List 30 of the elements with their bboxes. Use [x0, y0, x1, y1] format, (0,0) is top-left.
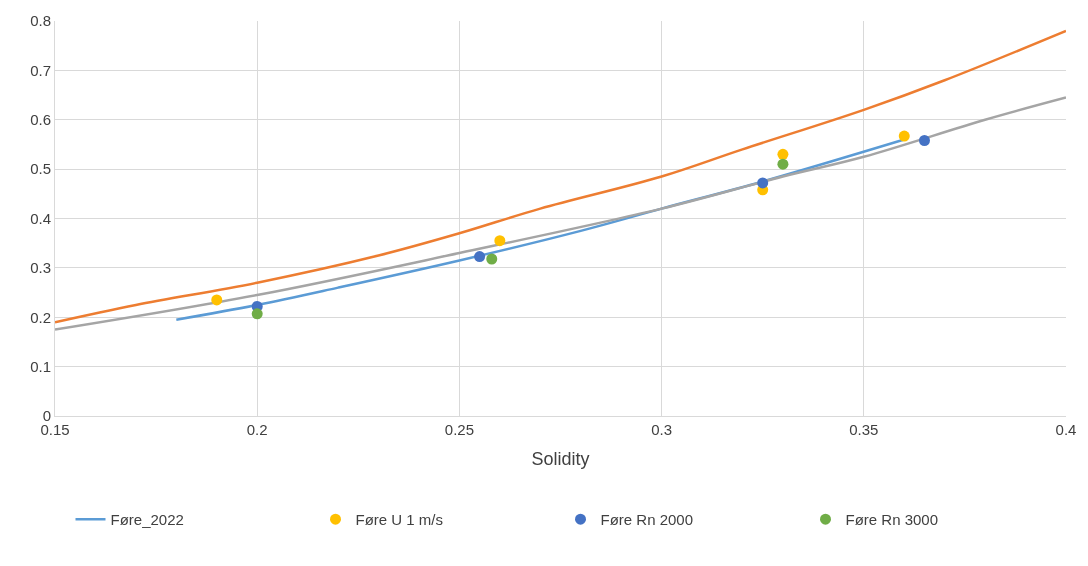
point	[757, 177, 769, 189]
y-tick-label: 0.5	[30, 160, 51, 178]
point	[918, 134, 930, 146]
legend-label: Føre U 1 m/s	[355, 511, 444, 528]
point	[777, 158, 789, 170]
x-tick-label: 0.25	[444, 421, 474, 438]
x-tick-label: 0.4	[1055, 421, 1077, 438]
y-tick-label: 0.4	[30, 209, 51, 227]
y-tick-label: 0.7	[30, 61, 51, 79]
point	[474, 251, 486, 263]
y-tick-label: 0.6	[30, 111, 51, 128]
point	[898, 130, 910, 142]
point	[777, 148, 789, 160]
legend-label: Føre Rn 3000	[845, 511, 939, 528]
legend-label: Føre Rn 2000	[600, 511, 694, 528]
point	[251, 308, 263, 320]
x-axis-title: Solidity	[531, 449, 590, 470]
line-series	[55, 96, 1066, 331]
x-tick-label: 0.35	[849, 421, 879, 438]
point	[211, 294, 223, 306]
line-series	[55, 29, 1066, 324]
y-tick-label: 0.3	[30, 259, 51, 277]
point	[486, 253, 498, 265]
x-tick-label: 0.3	[651, 421, 673, 438]
point	[494, 235, 506, 247]
y-tick-label: 0.2	[30, 308, 51, 326]
x-tick-label: 0.2	[246, 421, 268, 438]
y-tick-label: 0.1	[30, 357, 51, 375]
legend-label: Føre_2022	[110, 511, 184, 528]
y-tick-label: 0.8	[30, 12, 51, 30]
